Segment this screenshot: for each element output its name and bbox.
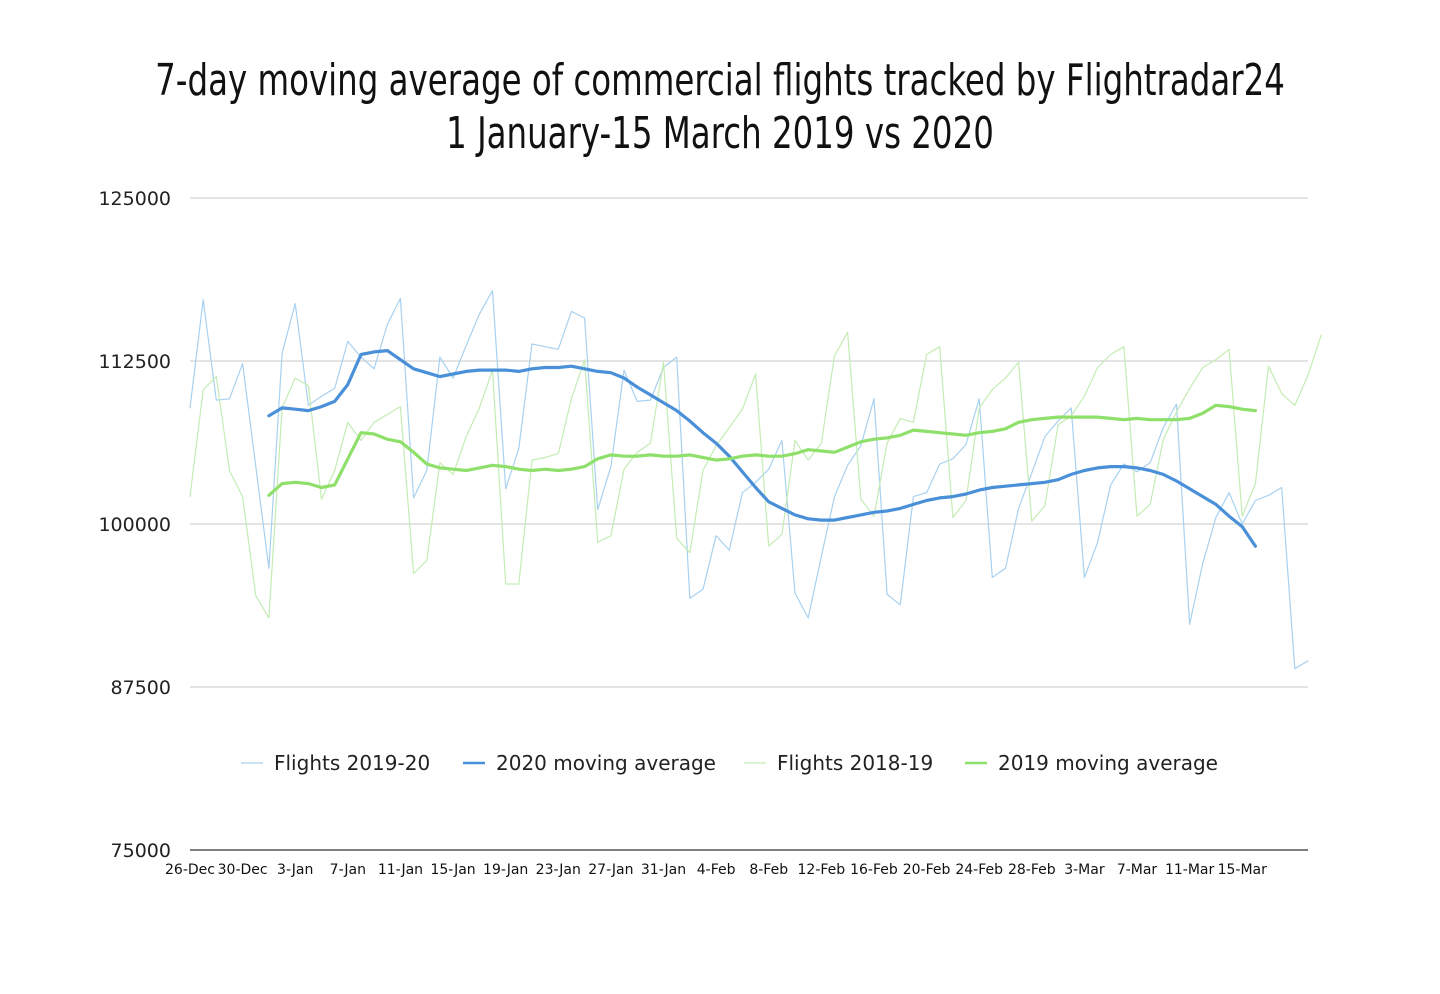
x-tick-label: 19-Jan xyxy=(483,862,528,878)
x-tick-label: 7-Mar xyxy=(1117,862,1158,878)
series-lines xyxy=(189,290,1322,670)
x-axis: 26-Dec 30-Dec 3-Jan 7-Jan 11-Jan 15-Jan 19-Jan… xyxy=(165,862,1267,878)
x-tick-label: 28-Feb xyxy=(1008,862,1056,878)
legend-label: 2020 moving average xyxy=(496,751,716,775)
y-tick-label: 87500 xyxy=(111,677,171,699)
legend-item: Flights 2018-19 xyxy=(744,751,933,775)
gridlines xyxy=(190,197,1308,851)
legend-label: Flights 2018-19 xyxy=(777,751,933,775)
x-tick-label: 24-Feb xyxy=(955,862,1003,878)
y-tick-label: 112500 xyxy=(98,351,171,373)
x-tick-label: 20-Feb xyxy=(903,862,951,878)
chart-subtitle: 1 January-15 March 2019 vs 2020 xyxy=(446,108,994,159)
chart-title: 7-day moving average of commercial fligh… xyxy=(155,55,1285,106)
x-tick-label: 4-Feb xyxy=(697,862,736,878)
x-tick-label: 7-Jan xyxy=(330,862,366,878)
x-tick-label: 8-Feb xyxy=(749,862,788,878)
legend-item: 2020 moving average xyxy=(463,751,716,775)
y-tick-label: 75000 xyxy=(111,840,171,862)
legend-item: Flights 2019-20 xyxy=(241,751,430,775)
x-tick-label: 30-Dec xyxy=(218,862,268,878)
y-tick-label: 125000 xyxy=(98,188,171,210)
x-tick-label: 31-Jan xyxy=(641,862,686,878)
x-tick-label: 15-Mar xyxy=(1218,862,1268,878)
y-tick-label: 100000 xyxy=(98,514,171,536)
x-tick-label: 3-Jan xyxy=(277,862,313,878)
legend-label: Flights 2019-20 xyxy=(274,751,430,775)
x-tick-label: 27-Jan xyxy=(588,862,633,878)
x-tick-label: 3-Mar xyxy=(1064,862,1105,878)
x-tick-label: 11-Jan xyxy=(378,862,423,878)
series-line-2020-moving-average xyxy=(267,349,1258,548)
x-tick-label: 11-Mar xyxy=(1165,862,1215,878)
x-tick-label: 15-Jan xyxy=(430,862,475,878)
legend: Flights 2019-20 2020 moving average Flight… xyxy=(241,751,1218,775)
x-tick-label: 26-Dec xyxy=(165,862,215,878)
y-axis: 125000 112500 100000 87500 75000 xyxy=(98,188,171,862)
x-tick-label: 12-Feb xyxy=(798,862,846,878)
legend-item: 2019 moving average xyxy=(965,751,1218,775)
series-line-2019-moving-average xyxy=(267,403,1258,497)
legend-label: 2019 moving average xyxy=(998,751,1218,775)
series-line-flights-2018-19 xyxy=(189,331,1322,619)
x-tick-label: 16-Feb xyxy=(850,862,898,878)
x-tick-label: 23-Jan xyxy=(536,862,581,878)
